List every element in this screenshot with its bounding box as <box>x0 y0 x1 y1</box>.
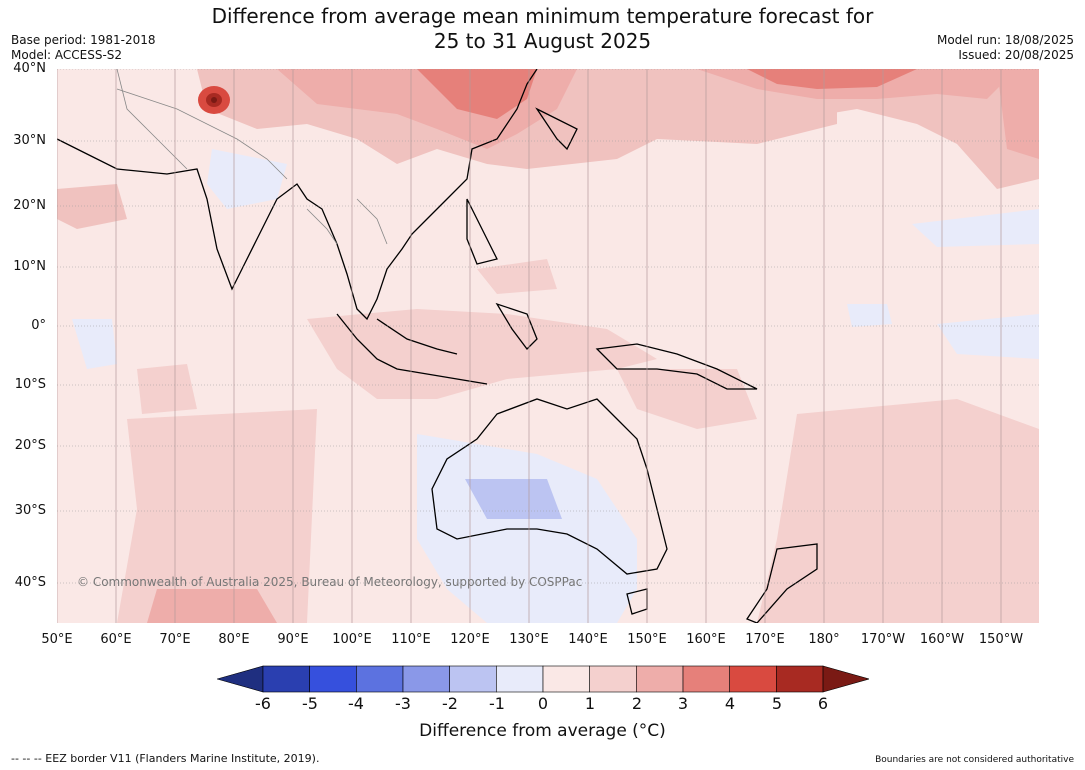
lat-label: 0° <box>31 318 46 333</box>
lat-label: 10°N <box>13 259 46 274</box>
meta-right: Model run: 18/08/2025 Issued: 20/08/2025 <box>937 33 1074 63</box>
lat-label: 40°S <box>14 575 46 590</box>
colorbar-cell <box>682 665 730 693</box>
colorbar <box>217 665 869 693</box>
meridians <box>57 69 1002 623</box>
lon-label: 80°E <box>218 632 250 647</box>
lon-label: 170°E <box>745 632 785 647</box>
lon-label: 100°E <box>332 632 372 647</box>
lon-label: 130°E <box>509 632 549 647</box>
colorbar-cell <box>729 665 777 693</box>
lat-label: 20°S <box>14 438 46 453</box>
country-borders <box>116 69 388 245</box>
colorbar-cell <box>402 665 450 693</box>
forecast-map <box>57 69 1039 623</box>
colorbar-tick: 3 <box>677 694 689 713</box>
eez-note: -- -- -- EEZ border V11 (Flanders Marine… <box>11 752 320 765</box>
lon-label: 150°W <box>978 632 1024 647</box>
colorbar-tick: -3 <box>395 694 411 713</box>
coastlines <box>57 69 818 623</box>
colorbar-tick: -4 <box>348 694 364 713</box>
colorbar-cell <box>542 665 590 693</box>
lat-label: 20°N <box>13 198 46 213</box>
colorbar-cell <box>356 665 404 693</box>
lat-label: 10°S <box>14 377 46 392</box>
lon-label: 70°E <box>159 632 191 647</box>
lat-label: 30°N <box>13 133 46 148</box>
model-name: Model: ACCESS-S2 <box>11 48 123 62</box>
colorbar-tick: 1 <box>584 694 596 713</box>
colorbar-extension-low <box>217 665 264 693</box>
colorbar-tick: 0 <box>537 694 549 713</box>
colorbar-cell <box>309 665 357 693</box>
lon-label: 90°E <box>277 632 309 647</box>
colorbar-cell <box>636 665 684 693</box>
lon-label: 50°E <box>41 632 73 647</box>
chart-title: Difference from average mean minimum tem… <box>0 4 1085 54</box>
colorbar-cell <box>776 665 824 693</box>
base-period: Base period: 1981-2018 <box>11 33 156 47</box>
colorbar-tick: -6 <box>255 694 271 713</box>
lon-label: 150°E <box>627 632 667 647</box>
colorbar-cell <box>262 665 310 693</box>
colorbar-tick: 2 <box>631 694 643 713</box>
colorbar-tick: -1 <box>489 694 505 713</box>
lon-label: 120°E <box>450 632 490 647</box>
lon-label: 160°W <box>919 632 965 647</box>
lat-label: 40°N <box>13 61 46 76</box>
colorbar-cell <box>496 665 544 693</box>
lon-label: 160°E <box>686 632 726 647</box>
title-line-1: Difference from average mean minimum tem… <box>211 4 874 28</box>
lon-label: 180° <box>808 632 840 647</box>
lat-label: 30°S <box>14 503 46 518</box>
colorbar-cell <box>449 665 497 693</box>
boundaries-note: Boundaries are not considered authoritat… <box>875 755 1074 765</box>
colorbar-cell <box>589 665 637 693</box>
colorbar-label: Difference from average (°C) <box>419 721 666 741</box>
colorbar-tick: 5 <box>771 694 783 713</box>
colorbar-tick: -5 <box>302 694 318 713</box>
copyright-notice: © Commonwealth of Australia 2025, Bureau… <box>77 575 583 589</box>
model-run: Model run: 18/08/2025 <box>936 33 1074 47</box>
anomaly-contours <box>57 69 1039 623</box>
lon-label: 140°E <box>568 632 608 647</box>
colorbar-extension-high <box>822 665 869 693</box>
colorbar-tick: -2 <box>442 694 458 713</box>
colorbar-tick: 6 <box>817 694 829 713</box>
lon-label: 170°W <box>860 632 906 647</box>
title-line-2: 25 to 31 August 2025 <box>433 29 652 53</box>
lon-label: 110°E <box>391 632 431 647</box>
lon-label: 60°E <box>100 632 132 647</box>
meta-left: Base period: 1981-2018 Model: ACCESS-S2 <box>11 33 156 63</box>
colorbar-tick: 4 <box>724 694 736 713</box>
issued-date: Issued: 20/08/2025 <box>958 48 1074 62</box>
